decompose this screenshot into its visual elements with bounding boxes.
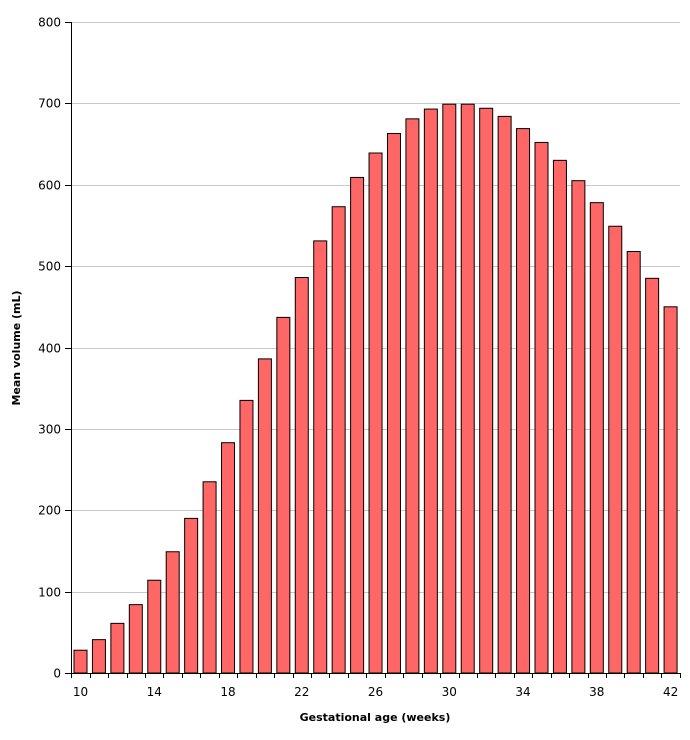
bar-week-22 (294, 277, 309, 674)
bar-week-23 (313, 240, 328, 674)
y-tick-label: 200 (38, 504, 61, 518)
x-tick-label: 18 (220, 685, 235, 699)
x-tick-label: 30 (442, 685, 457, 699)
x-tick-label: 34 (515, 685, 530, 699)
bar-week-39 (608, 225, 623, 674)
bar-week-38 (589, 202, 604, 674)
bar-week-41 (645, 277, 660, 674)
x-tick-label: 10 (73, 685, 88, 699)
bar-week-33 (497, 115, 512, 674)
y-tick-label: 500 (38, 260, 61, 274)
y-tick-label: 300 (38, 423, 61, 437)
bar-week-16 (184, 517, 199, 674)
bar-week-30 (442, 103, 457, 674)
bar-week-25 (350, 176, 365, 674)
y-tick-label: 100 (38, 586, 61, 600)
bar-week-15 (165, 551, 180, 674)
bar-week-40 (626, 250, 641, 674)
bar-week-28 (405, 118, 420, 674)
bar-week-31 (460, 103, 475, 674)
bar-week-17 (202, 481, 217, 674)
bar-week-12 (110, 622, 125, 674)
y-tick-label: 600 (38, 179, 61, 193)
x-tick-label: 42 (663, 685, 678, 699)
x-axis: 10 14 18 22 26 30 34 38 42 (71, 673, 681, 699)
bar-week-10 (73, 649, 88, 674)
bar-week-27 (386, 132, 401, 674)
bar-week-26 (368, 152, 383, 674)
bar-week-20 (257, 358, 272, 674)
bar-week-18 (221, 442, 236, 674)
y-tick-label: 700 (38, 97, 61, 111)
y-tick-label: 0 (53, 667, 61, 681)
y-tick-label: 400 (38, 342, 61, 356)
bars (73, 103, 678, 674)
bar-week-11 (91, 639, 106, 674)
bar-week-42 (663, 306, 678, 674)
y-tick-label: 800 (38, 16, 61, 30)
bar-week-37 (571, 180, 586, 674)
x-tick-label: 26 (368, 685, 383, 699)
bar-week-13 (128, 604, 143, 674)
y-axis: 0 100 200 300 400 500 600 700 800 (38, 16, 72, 681)
bar-week-34 (516, 128, 531, 674)
bar-week-29 (423, 108, 438, 674)
x-tick-label: 22 (294, 685, 309, 699)
bar-week-14 (147, 579, 162, 674)
x-tick-label: 14 (147, 685, 162, 699)
bar-week-19 (239, 399, 254, 674)
y-axis-title: Mean volume (mL) (10, 290, 23, 405)
x-axis-title: Gestational age (weeks) (300, 711, 451, 724)
bar-week-32 (479, 107, 494, 674)
bar-week-35 (534, 141, 549, 674)
bar-week-21 (276, 316, 291, 674)
bar-week-24 (331, 206, 346, 674)
x-tick-label: 38 (589, 685, 604, 699)
bar-week-36 (552, 159, 567, 674)
